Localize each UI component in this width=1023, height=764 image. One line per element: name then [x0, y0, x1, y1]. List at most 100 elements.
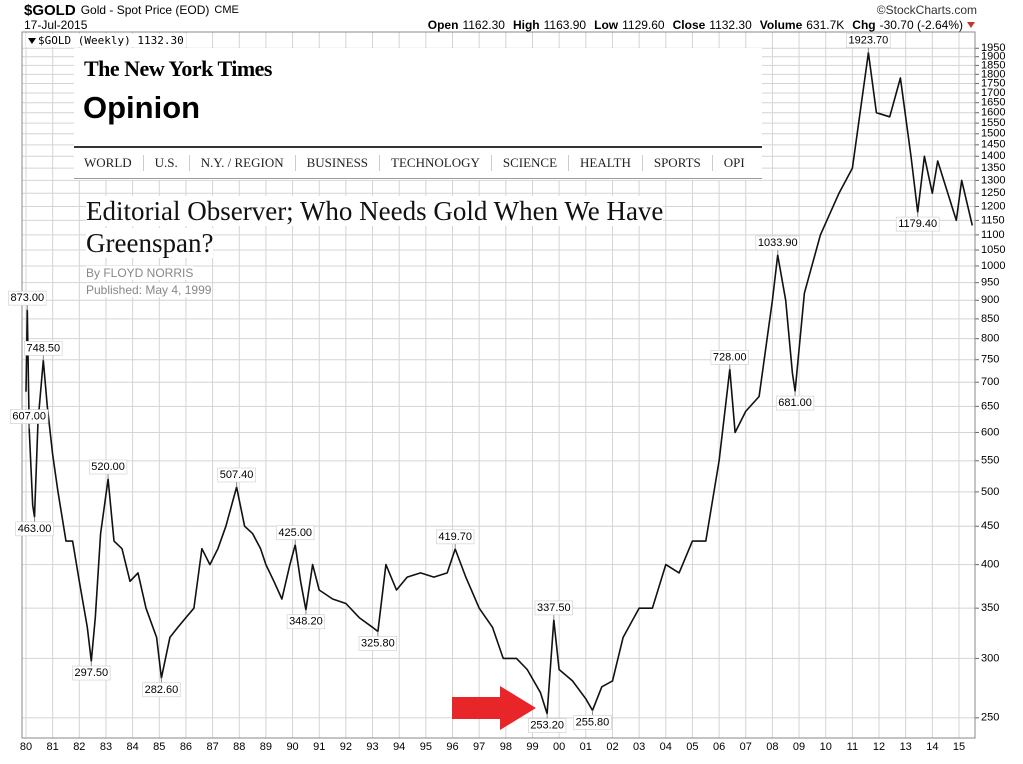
- annotation-bg: [286, 614, 326, 630]
- red-arrow: [452, 686, 536, 730]
- annotation-label: 337.50: [537, 602, 571, 614]
- y-tick-label: 1750: [981, 77, 1005, 89]
- x-tick-label: 83: [100, 741, 112, 753]
- stat-value: 631.7K: [806, 17, 845, 32]
- y-tick-label: 950: [981, 277, 999, 289]
- x-tick-label: 84: [127, 741, 139, 753]
- annotation-bg: [72, 665, 111, 681]
- header-bottom: 17-Jul-2015 Open 1162.30 High 1163.90 Low 112…: [0, 17, 1023, 32]
- annotation-bg: [755, 235, 800, 251]
- x-tick-label: 07: [740, 741, 752, 753]
- y-tick-label: 800: [981, 333, 999, 345]
- annotation-label: 348.20: [289, 616, 323, 628]
- stat-value: 1132.30: [709, 17, 752, 32]
- annotation-bg: [276, 525, 315, 541]
- x-tick-label: 90: [286, 741, 298, 753]
- y-tick-label: 1600: [981, 107, 1005, 119]
- nav-item: HEALTH: [568, 155, 642, 171]
- stat-value: 1163.90: [543, 17, 587, 32]
- x-tick-label: 99: [526, 741, 538, 753]
- legend: $GOLD (Weekly) 1132.30: [26, 34, 186, 47]
- y-tick-label: 700: [981, 376, 999, 388]
- y-tick-label: 1350: [981, 162, 1005, 174]
- y-tick-label: 1900: [981, 51, 1005, 63]
- change-icon: [967, 22, 975, 29]
- x-tick-label: 92: [340, 741, 352, 753]
- exchange: CME: [214, 4, 239, 16]
- annotation-bg: [358, 636, 398, 651]
- x-tick-label: 95: [420, 741, 432, 753]
- y-tick-label: 900: [981, 294, 999, 306]
- annotation-label: 463.00: [18, 523, 52, 535]
- x-tick-label: 00: [553, 741, 565, 753]
- published: Published: May 4, 1999: [86, 283, 212, 297]
- y-tick-label: 650: [981, 400, 999, 412]
- stat-value: -30.70 (-2.64%): [879, 17, 963, 32]
- y-tick-label: 1500: [981, 128, 1005, 140]
- y-tick-label: 1300: [981, 174, 1005, 186]
- annotation-label: 520.00: [91, 461, 125, 473]
- byline: By FLOYD NORRIS: [86, 266, 194, 280]
- nav-item: U.S.: [142, 155, 189, 171]
- x-tick-label: 87: [206, 741, 218, 753]
- x-tick-label: 11: [847, 741, 858, 753]
- symbol: $GOLD: [24, 1, 76, 19]
- headline-box: Editorial Observer; Who Needs Gold When …: [86, 195, 776, 259]
- y-tick-label: 300: [981, 652, 999, 664]
- plot-frame: [21, 31, 976, 739]
- y-tick-label: 1700: [981, 87, 1005, 99]
- legend-label: $GOLD (Weekly) 1132.30: [38, 34, 184, 47]
- stat-label: Low: [594, 17, 619, 32]
- annotation-label: 1033.90: [758, 237, 798, 249]
- description: Gold - Spot Price (EOD): [80, 3, 210, 17]
- y-tick-label: 450: [981, 520, 999, 532]
- y-tick-label: 1800: [981, 68, 1005, 80]
- x-tick-label: 15: [953, 741, 965, 753]
- x-tick-label: 81: [47, 741, 59, 753]
- y-tick-label: 1550: [981, 117, 1005, 129]
- x-tick-label: 89: [260, 741, 272, 753]
- x-tick-label: 82: [73, 741, 85, 753]
- y-tick-label: 600: [981, 426, 999, 438]
- y-tick-label: 350: [981, 602, 999, 614]
- x-tick-label: 06: [713, 741, 725, 753]
- stat-label: Chg: [852, 17, 876, 32]
- x-tick-label: 96: [446, 741, 458, 753]
- stat-label: Open: [427, 17, 459, 32]
- x-tick-label: 05: [686, 741, 698, 753]
- stat-value: 1162.30: [462, 17, 505, 32]
- annotation-bg: [436, 529, 475, 545]
- stat-value: 1129.60: [622, 17, 665, 32]
- annotation-label: 1923.70: [848, 35, 888, 47]
- annotation-label: 681.00: [778, 397, 812, 409]
- nav-item: SCIENCE: [490, 155, 568, 171]
- x-tick-label: 98: [500, 741, 512, 753]
- annotation-bg: [534, 600, 573, 616]
- x-tick-label: 08: [766, 741, 778, 753]
- nav-item: N.Y. / REGION: [188, 155, 295, 171]
- x-tick-label: 93: [366, 741, 378, 753]
- x-tick-label: 01: [580, 741, 592, 753]
- x-tick-label: 04: [660, 741, 672, 753]
- annotation-label: 255.80: [576, 716, 610, 728]
- y-tick-label: 1850: [981, 59, 1005, 71]
- y-tick-label: 1050: [981, 244, 1005, 256]
- annotation-label: 728.00: [713, 351, 747, 363]
- y-tick-label: 1100: [981, 229, 1005, 241]
- annotation-label: 325.80: [361, 637, 395, 649]
- annotation-bg: [528, 718, 567, 733]
- annotation-label: 748.50: [26, 342, 60, 354]
- stat-label: Volume: [759, 17, 803, 32]
- x-tick-label: 94: [393, 741, 405, 753]
- section-title: Opinion: [83, 90, 201, 125]
- x-tick-label: 80: [20, 741, 32, 753]
- y-tick-label: 1200: [981, 200, 1005, 212]
- annotation-bg: [573, 714, 612, 730]
- stat-label: Close: [672, 17, 706, 32]
- x-tick-label: 12: [873, 741, 885, 753]
- y-tick-label: 1450: [981, 139, 1005, 151]
- y-tick-label: 1950: [981, 42, 1005, 54]
- y-tick-label: 1150: [981, 214, 1005, 226]
- stats: Open 1162.30 High 1163.90 Low 1129.60 Close 113…: [420, 18, 975, 32]
